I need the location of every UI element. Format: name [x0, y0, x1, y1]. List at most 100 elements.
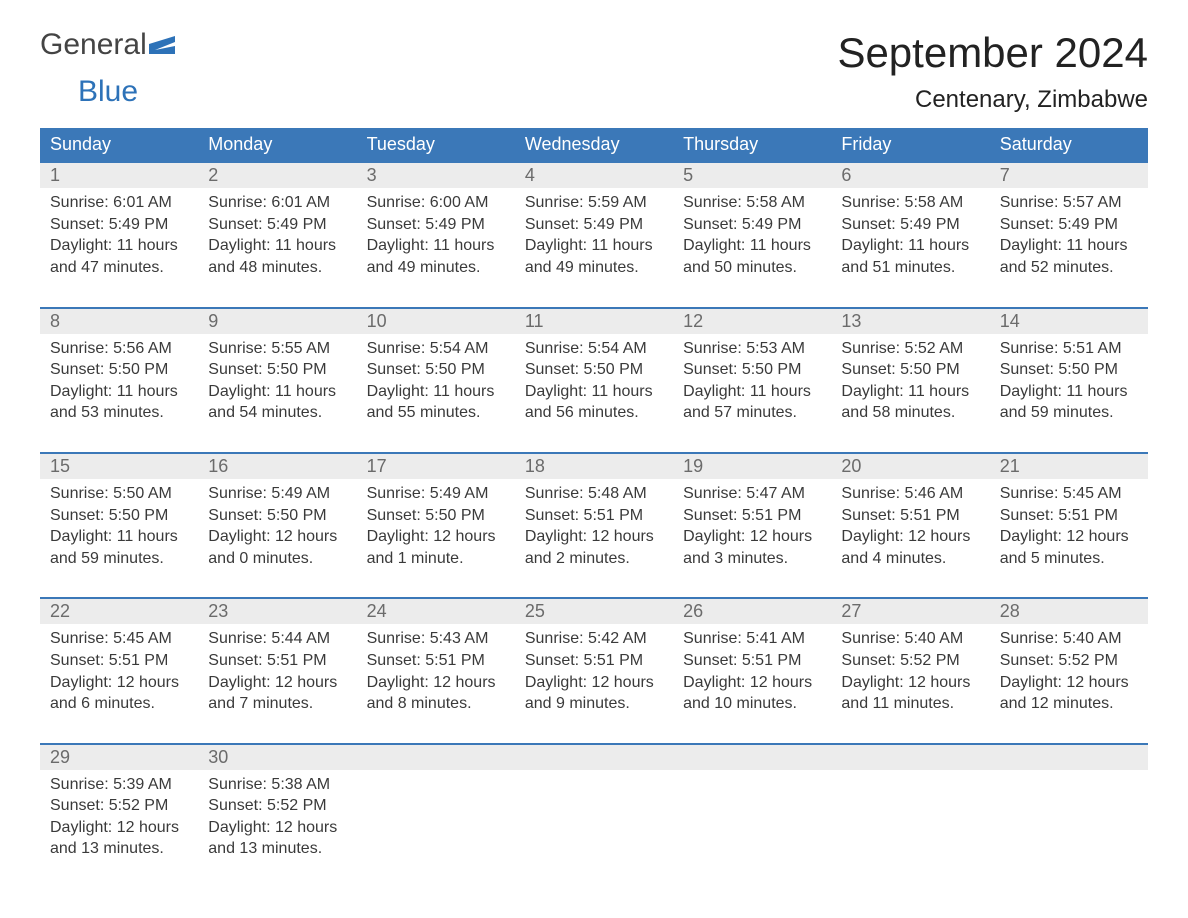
- weekday-header: Sunday: [40, 128, 198, 162]
- day-number-cell: 29: [40, 744, 198, 770]
- daylight-text: Daylight: 12 hours: [525, 672, 663, 694]
- sunrise-text: Sunrise: 5:40 AM: [841, 628, 979, 650]
- day-content-cell: Sunrise: 5:45 AMSunset: 5:51 PMDaylight:…: [40, 624, 198, 743]
- daylight-text: and 58 minutes.: [841, 402, 979, 424]
- day-content-row: Sunrise: 6:01 AMSunset: 5:49 PMDaylight:…: [40, 188, 1148, 307]
- day-content-cell: Sunrise: 5:58 AMSunset: 5:49 PMDaylight:…: [831, 188, 989, 307]
- day-number-cell: [515, 744, 673, 770]
- daylight-text: Daylight: 11 hours: [50, 235, 188, 257]
- day-content-cell: Sunrise: 5:43 AMSunset: 5:51 PMDaylight:…: [357, 624, 515, 743]
- daylight-text: and 8 minutes.: [367, 693, 505, 715]
- sunrise-text: Sunrise: 5:39 AM: [50, 774, 188, 796]
- daylight-text: and 49 minutes.: [525, 257, 663, 279]
- daylight-text: and 4 minutes.: [841, 548, 979, 570]
- daylight-text: Daylight: 11 hours: [525, 235, 663, 257]
- day-content-cell: Sunrise: 5:39 AMSunset: 5:52 PMDaylight:…: [40, 770, 198, 870]
- day-number-cell: 20: [831, 453, 989, 479]
- day-number-row: 1234567: [40, 162, 1148, 188]
- daylight-text: Daylight: 11 hours: [50, 526, 188, 548]
- day-number-cell: 1: [40, 162, 198, 188]
- daylight-text: Daylight: 12 hours: [50, 817, 188, 839]
- day-content-cell: Sunrise: 5:46 AMSunset: 5:51 PMDaylight:…: [831, 479, 989, 598]
- day-number-cell: 16: [198, 453, 356, 479]
- sunset-text: Sunset: 5:50 PM: [50, 359, 188, 381]
- daylight-text: Daylight: 11 hours: [50, 381, 188, 403]
- daylight-text: Daylight: 11 hours: [1000, 235, 1138, 257]
- daylight-text: and 49 minutes.: [367, 257, 505, 279]
- daylight-text: and 56 minutes.: [525, 402, 663, 424]
- sunset-text: Sunset: 5:49 PM: [50, 214, 188, 236]
- sunset-text: Sunset: 5:51 PM: [841, 505, 979, 527]
- daylight-text: Daylight: 11 hours: [841, 235, 979, 257]
- day-content-cell: Sunrise: 5:57 AMSunset: 5:49 PMDaylight:…: [990, 188, 1148, 307]
- day-content-cell: Sunrise: 5:51 AMSunset: 5:50 PMDaylight:…: [990, 334, 1148, 453]
- day-number-cell: 24: [357, 598, 515, 624]
- day-number-cell: 7: [990, 162, 1148, 188]
- daylight-text: Daylight: 12 hours: [683, 672, 821, 694]
- day-number-cell: 4: [515, 162, 673, 188]
- daylight-text: Daylight: 11 hours: [367, 235, 505, 257]
- sunrise-text: Sunrise: 5:53 AM: [683, 338, 821, 360]
- day-number-cell: 2: [198, 162, 356, 188]
- day-number-cell: 13: [831, 308, 989, 334]
- sunset-text: Sunset: 5:50 PM: [1000, 359, 1138, 381]
- day-content-row: Sunrise: 5:45 AMSunset: 5:51 PMDaylight:…: [40, 624, 1148, 743]
- sunset-text: Sunset: 5:49 PM: [208, 214, 346, 236]
- day-number-cell: [357, 744, 515, 770]
- day-content-cell: Sunrise: 5:47 AMSunset: 5:51 PMDaylight:…: [673, 479, 831, 598]
- day-content-row: Sunrise: 5:39 AM Sunset: 5:52 PM Daylight:…: [40, 770, 1148, 870]
- sunset-text: Sunset: 5:52 PM: [208, 795, 346, 817]
- day-content-cell: Sunrise: 5:53 AMSunset: 5:50 PMDaylight:…: [673, 334, 831, 453]
- day-content-cell: Sunrise: 5:38 AMSunset: 5:52 PMDaylight:…: [198, 770, 356, 870]
- daylight-text: Daylight: 12 hours: [50, 672, 188, 694]
- sunrise-text: Sunrise: 5:44 AM: [208, 628, 346, 650]
- day-number-cell: 15: [40, 453, 198, 479]
- month-title: September 2024: [837, 30, 1148, 76]
- day-content-cell: Sunrise: 6:01 AMSunset: 5:49 PMDaylight:…: [40, 188, 198, 307]
- daylight-text: and 9 minutes.: [525, 693, 663, 715]
- daylight-text: Daylight: 12 hours: [841, 672, 979, 694]
- day-number-cell: 25: [515, 598, 673, 624]
- daylight-text: Daylight: 11 hours: [683, 381, 821, 403]
- day-number-cell: 10: [357, 308, 515, 334]
- sunset-text: Sunset: 5:51 PM: [683, 505, 821, 527]
- daylight-text: and 12 minutes.: [1000, 693, 1138, 715]
- day-content-cell: Sunrise: 5:49 AMSunset: 5:50 PMDaylight:…: [357, 479, 515, 598]
- sunrise-text: Sunrise: 5:56 AM: [50, 338, 188, 360]
- daylight-text: and 59 minutes.: [50, 548, 188, 570]
- daylight-text: Daylight: 12 hours: [367, 526, 505, 548]
- sunrise-text: Sunrise: 5:49 AM: [367, 483, 505, 505]
- sunrise-text: Sunrise: 5:42 AM: [525, 628, 663, 650]
- day-content-cell: Sunrise: 5:49 AMSunset: 5:50 PMDaylight:…: [198, 479, 356, 598]
- daylight-text: and 48 minutes.: [208, 257, 346, 279]
- sunrise-text: Sunrise: 5:45 AM: [50, 628, 188, 650]
- sunrise-text: Sunrise: 5:51 AM: [1000, 338, 1138, 360]
- daylight-text: and 13 minutes.: [208, 838, 346, 860]
- sunrise-text: Sunrise: 5:48 AM: [525, 483, 663, 505]
- daylight-text: Daylight: 12 hours: [208, 526, 346, 548]
- weekday-header-row: Sunday Monday Tuesday Wednesday Thursday…: [40, 128, 1148, 162]
- daylight-text: Daylight: 12 hours: [367, 672, 505, 694]
- day-number-row: 15161718192021: [40, 453, 1148, 479]
- daylight-text: and 10 minutes.: [683, 693, 821, 715]
- sunset-text: Sunset: 5:49 PM: [1000, 214, 1138, 236]
- daylight-text: and 13 minutes.: [50, 838, 188, 860]
- brand-word-general: General: [40, 28, 147, 61]
- sunrise-text: Sunrise: 5:52 AM: [841, 338, 979, 360]
- sunset-text: Sunset: 5:49 PM: [525, 214, 663, 236]
- day-content-cell: Sunrise: 5:50 AMSunset: 5:50 PMDaylight:…: [40, 479, 198, 598]
- day-number-row: 22232425262728: [40, 598, 1148, 624]
- day-content-cell: Sunrise: 5:52 AMSunset: 5:50 PMDaylight:…: [831, 334, 989, 453]
- daylight-text: and 59 minutes.: [1000, 402, 1138, 424]
- sunset-text: Sunset: 5:51 PM: [50, 650, 188, 672]
- daylight-text: and 54 minutes.: [208, 402, 346, 424]
- sunset-text: Sunset: 5:50 PM: [208, 359, 346, 381]
- sunset-text: Sunset: 5:52 PM: [1000, 650, 1138, 672]
- daylight-text: and 51 minutes.: [841, 257, 979, 279]
- sunrise-text: Sunrise: 5:43 AM: [367, 628, 505, 650]
- day-content-cell: [673, 770, 831, 870]
- sunrise-text: Sunrise: 5:47 AM: [683, 483, 821, 505]
- day-number-cell: 17: [357, 453, 515, 479]
- day-number-cell: 26: [673, 598, 831, 624]
- day-content-cell: [990, 770, 1148, 870]
